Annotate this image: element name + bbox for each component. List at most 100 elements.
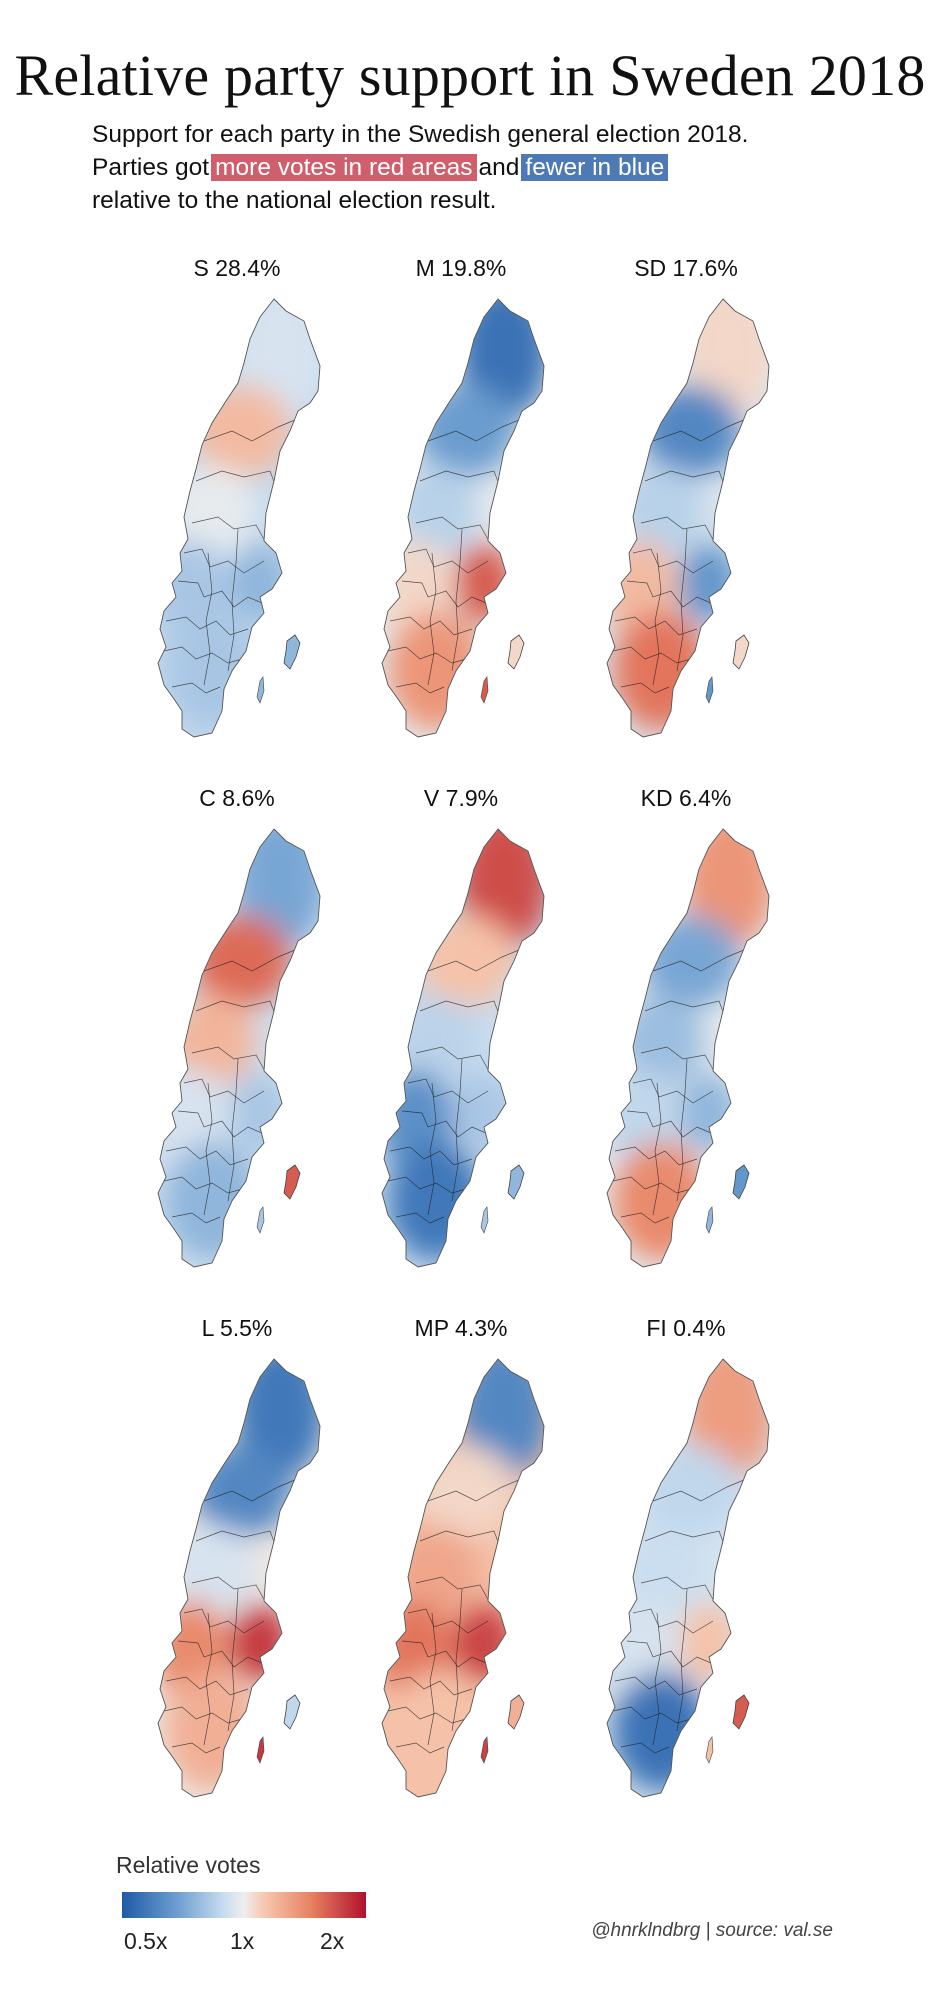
sweden-map [381,298,545,738]
county-border [415,516,491,544]
map-region-shade [613,611,709,731]
country-outline [157,1358,321,1798]
county-border [183,548,265,574]
county-border [620,682,670,694]
county-border [227,1588,239,1732]
county-border [652,946,752,972]
map-region-shade [164,1671,260,1791]
county-border [163,1706,243,1724]
gotland-island [283,1164,301,1200]
map-panel-label: FI 0.4% [646,1315,726,1341]
sweden-map [157,1358,321,1798]
map-region-shade [617,1525,705,1617]
county-border [632,1078,714,1104]
highlight-blue: fewer in blue [521,154,669,181]
county-border [652,1612,662,1746]
sweden-map [381,1358,545,1798]
county-border [389,1676,473,1696]
county-border [203,416,303,442]
legend-tick-mark [152,1918,153,1924]
county-border [640,1046,716,1074]
subtitle: Support for each party in the Swedish ge… [92,118,872,217]
map-region-shade [641,915,741,1007]
map-panel-label: M 19.8% [415,255,507,281]
legend-tick-label: 2x [320,1928,345,1954]
legend: Relative votes 0.5x 1x 2x [116,1852,376,1962]
oland-island [256,676,265,704]
county-border [165,616,249,636]
map-region-shade [617,995,705,1087]
county-border [626,580,712,608]
map-region-shade [388,1141,484,1261]
map-choropleth [382,299,544,737]
county-border [163,646,243,664]
county-border [387,1176,467,1194]
map-region-shade [617,465,705,557]
county-border [652,1476,752,1502]
map-panel: M 19.8% [366,255,556,755]
county-border [203,1082,213,1216]
county-border [395,1742,445,1754]
gotland-island [507,634,525,670]
country-outline [381,298,545,738]
oland-island [256,1206,265,1234]
county-border [195,470,277,488]
map-region-shade [392,995,480,1087]
county-border [165,1676,249,1696]
county-border [389,1146,473,1166]
oland-island [480,1206,489,1234]
county-border [419,470,501,488]
county-border [203,946,303,972]
county-border [612,646,692,664]
map-region-shade [388,1671,484,1791]
county-border [614,1676,698,1696]
county-border [614,616,698,636]
county-border [676,1058,688,1202]
map-region-shade [679,1073,739,1153]
map-region-shade [416,385,516,477]
country-outline [606,298,770,738]
map-region-shade [454,1073,514,1153]
map-choropleth [158,299,320,737]
county-border [191,1576,267,1604]
county-border [177,580,263,608]
gotland-island [283,634,301,670]
county-border [612,1176,692,1194]
map-panel: SD 17.6% [591,255,781,755]
legend-color-bar [122,1892,366,1918]
county-border [171,1212,221,1224]
map-region-shade [613,1671,709,1791]
map-panel-label: C 8.6% [199,785,275,811]
map-region-shade [388,611,484,731]
map-region-shade [192,915,292,1007]
legend-tick-mark [244,1918,245,1924]
country-outline [381,1358,545,1798]
sweden-map [606,298,770,738]
map-panel-label: KD 6.4% [640,785,732,811]
legend-tick-label: 0.5x [124,1928,168,1954]
gotland-island [507,1694,525,1730]
map-region-shade [392,465,480,557]
county-border [177,1110,263,1138]
county-border [676,1588,688,1732]
map-choropleth [382,829,544,1267]
county-border [203,1476,303,1502]
county-border [401,1640,487,1668]
county-border [203,1612,213,1746]
map-region-shade [416,915,516,1007]
map-choropleth [158,1359,320,1797]
county-border [195,1530,277,1548]
map-region-shade [641,385,741,477]
county-border [640,1576,716,1604]
map-panel: KD 6.4% [591,785,781,1285]
gotland-island [732,634,750,670]
county-border [427,552,437,686]
subtitle-prefix: Parties got [92,154,210,181]
county-border [407,1078,489,1104]
gotland-island [732,1164,750,1200]
map-region-shade [679,543,739,623]
country-outline [606,1358,770,1798]
map-region-shade [192,1445,292,1537]
country-outline [157,298,321,738]
county-border [183,1608,265,1634]
